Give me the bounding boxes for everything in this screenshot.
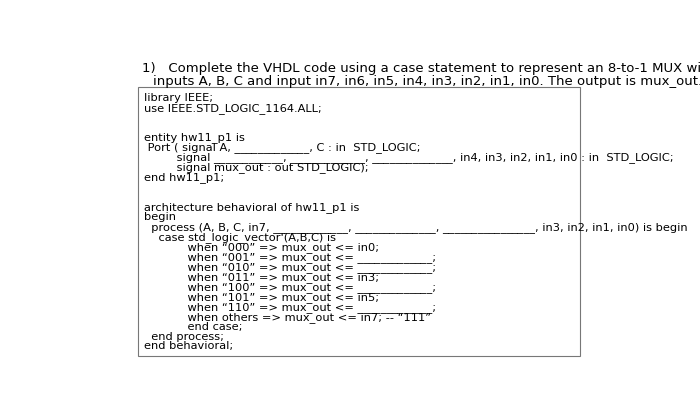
Text: when “100” => mux_out <= _____________;: when “100” => mux_out <= _____________; bbox=[144, 282, 436, 293]
Text: when others => mux_out <= in7; -- “111”: when others => mux_out <= in7; -- “111” bbox=[144, 312, 431, 323]
Text: signal ____________, _____________, ______________, in4, in3, in2, in1, in0 : in: signal ____________, _____________, ____… bbox=[144, 153, 673, 163]
Text: when “011” => mux_out <= in3;: when “011” => mux_out <= in3; bbox=[144, 272, 379, 283]
Text: inputs A, B, C and input in7, in6, in5, in4, in3, in2, in1, in0. The output is m: inputs A, B, C and input in7, in6, in5, … bbox=[153, 75, 700, 88]
Text: when “101” => mux_out <= in5;: when “101” => mux_out <= in5; bbox=[144, 292, 379, 303]
Text: end case;: end case; bbox=[144, 322, 243, 332]
Text: Port ( signal A, _____________, C : in  STD_LOGIC;: Port ( signal A, _____________, C : in S… bbox=[144, 142, 421, 153]
Text: use IEEE.STD_LOGIC_1164.ALL;: use IEEE.STD_LOGIC_1164.ALL; bbox=[144, 103, 322, 114]
Text: begin: begin bbox=[144, 212, 176, 222]
Text: entity hw11_p1 is: entity hw11_p1 is bbox=[144, 133, 245, 143]
Text: library IEEE;: library IEEE; bbox=[144, 93, 214, 103]
Bar bbox=[138, 87, 580, 356]
Text: architecture behavioral of hw11_p1 is: architecture behavioral of hw11_p1 is bbox=[144, 202, 360, 213]
Text: when “000” => mux_out <= in0;: when “000” => mux_out <= in0; bbox=[144, 242, 379, 253]
Text: when “010” => mux_out <= _____________;: when “010” => mux_out <= _____________; bbox=[144, 262, 436, 273]
Text: end behavioral;: end behavioral; bbox=[144, 341, 233, 352]
Text: when “001” => mux_out <= _____________;: when “001” => mux_out <= _____________; bbox=[144, 252, 436, 263]
Text: signal mux_out : out STD_LOGIC);: signal mux_out : out STD_LOGIC); bbox=[144, 162, 369, 173]
Text: case std_logic_vector'(A,B,C) is: case std_logic_vector'(A,B,C) is bbox=[144, 232, 336, 243]
Text: 1)   Complete the VHDL code using a case statement to represent an 8-to-1 MUX wi: 1) Complete the VHDL code using a case s… bbox=[141, 62, 700, 75]
Text: process (A, B, C, in7, _____________, ______________, ________________, in3, in2: process (A, B, C, in7, _____________, __… bbox=[144, 222, 687, 233]
Text: end hw11_p1;: end hw11_p1; bbox=[144, 172, 224, 183]
Text: end process;: end process; bbox=[144, 332, 224, 341]
Text: when “110” => mux_out <= _____________;: when “110” => mux_out <= _____________; bbox=[144, 302, 436, 313]
